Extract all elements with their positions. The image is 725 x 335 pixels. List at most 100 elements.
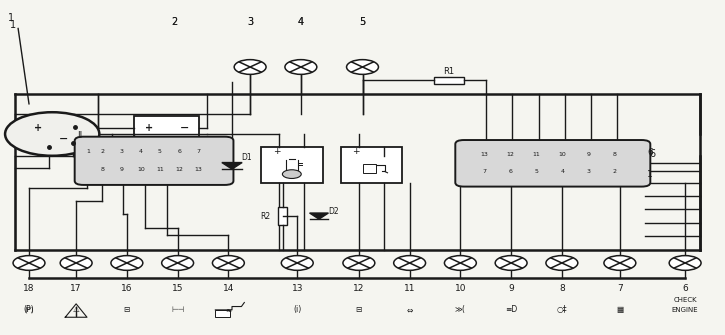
Text: 13: 13 bbox=[480, 151, 488, 156]
Circle shape bbox=[212, 256, 244, 270]
Bar bbox=[190, 144, 207, 158]
Bar bbox=[473, 147, 496, 161]
Circle shape bbox=[604, 256, 636, 270]
Text: 13: 13 bbox=[291, 284, 303, 292]
FancyBboxPatch shape bbox=[455, 140, 650, 187]
Text: 8: 8 bbox=[101, 167, 104, 172]
Circle shape bbox=[13, 256, 45, 270]
Bar bbox=[94, 162, 111, 177]
Text: 13: 13 bbox=[194, 167, 202, 172]
Bar bbox=[551, 165, 574, 179]
Text: ▦: ▦ bbox=[616, 306, 624, 314]
Bar bbox=[603, 165, 626, 179]
Text: ⚠: ⚠ bbox=[72, 306, 80, 314]
Circle shape bbox=[282, 170, 302, 179]
Text: 6: 6 bbox=[647, 148, 653, 157]
Text: 4: 4 bbox=[298, 17, 304, 27]
Bar bbox=[261, 147, 323, 183]
Text: ≡D: ≡D bbox=[505, 306, 517, 314]
Text: 1: 1 bbox=[86, 149, 91, 154]
Text: 9: 9 bbox=[587, 151, 591, 156]
Text: 11: 11 bbox=[404, 284, 415, 292]
Text: R1: R1 bbox=[443, 67, 455, 75]
Bar bbox=[215, 310, 230, 317]
Text: 9: 9 bbox=[508, 284, 514, 292]
Text: +: + bbox=[33, 123, 42, 133]
Bar bbox=[190, 162, 207, 177]
Text: 5: 5 bbox=[360, 17, 365, 27]
Text: (P): (P) bbox=[24, 306, 34, 314]
Text: 7: 7 bbox=[482, 169, 486, 174]
Text: 2: 2 bbox=[171, 17, 177, 27]
Bar bbox=[278, 207, 287, 225]
Bar bbox=[473, 165, 496, 179]
Bar bbox=[170, 144, 188, 158]
Bar bbox=[525, 147, 548, 161]
Text: 1: 1 bbox=[647, 171, 653, 179]
Bar bbox=[152, 162, 168, 177]
Text: 2: 2 bbox=[613, 169, 617, 174]
Circle shape bbox=[281, 256, 313, 270]
Circle shape bbox=[444, 256, 476, 270]
Circle shape bbox=[546, 256, 578, 270]
Bar bbox=[133, 162, 149, 177]
Text: 3: 3 bbox=[587, 169, 591, 174]
Circle shape bbox=[669, 256, 701, 270]
Text: R2: R2 bbox=[260, 212, 270, 220]
Circle shape bbox=[162, 256, 194, 270]
FancyBboxPatch shape bbox=[75, 137, 233, 185]
Text: ≈: ≈ bbox=[225, 306, 231, 314]
Text: 12: 12 bbox=[175, 167, 183, 172]
Text: 5: 5 bbox=[534, 169, 539, 174]
Text: ⊟: ⊟ bbox=[356, 306, 362, 314]
Polygon shape bbox=[222, 162, 242, 169]
Text: D1: D1 bbox=[241, 153, 252, 162]
Text: −: − bbox=[181, 123, 189, 133]
Text: 3: 3 bbox=[120, 149, 124, 154]
Circle shape bbox=[234, 60, 266, 74]
Text: 2: 2 bbox=[101, 149, 104, 154]
Text: 5: 5 bbox=[360, 17, 365, 27]
Text: 6: 6 bbox=[682, 284, 688, 292]
Text: 5: 5 bbox=[158, 149, 162, 154]
Text: 3: 3 bbox=[247, 17, 253, 27]
Text: (P): (P) bbox=[24, 307, 34, 313]
Circle shape bbox=[394, 256, 426, 270]
Bar bbox=[499, 165, 522, 179]
Text: ○‡: ○‡ bbox=[557, 306, 567, 314]
Bar bbox=[113, 144, 130, 158]
Circle shape bbox=[5, 112, 99, 156]
Text: ⇔: ⇔ bbox=[407, 306, 413, 314]
Text: ⊢⊣: ⊢⊣ bbox=[171, 306, 184, 314]
Bar bbox=[551, 147, 574, 161]
Text: 6: 6 bbox=[650, 149, 655, 159]
Bar bbox=[577, 165, 600, 179]
Bar bbox=[525, 165, 548, 179]
Bar bbox=[113, 162, 130, 177]
Circle shape bbox=[285, 60, 317, 74]
Text: D2: D2 bbox=[328, 207, 339, 215]
Text: 10: 10 bbox=[137, 167, 145, 172]
Text: 11: 11 bbox=[533, 151, 540, 156]
Text: 4: 4 bbox=[298, 17, 304, 27]
Text: +: + bbox=[144, 123, 153, 133]
Bar bbox=[94, 144, 111, 158]
Circle shape bbox=[343, 256, 375, 270]
Text: 2: 2 bbox=[171, 17, 177, 27]
Circle shape bbox=[495, 256, 527, 270]
Text: 6: 6 bbox=[508, 169, 513, 174]
Text: 7: 7 bbox=[617, 284, 623, 292]
Text: 9: 9 bbox=[120, 167, 124, 172]
Text: 6: 6 bbox=[177, 149, 181, 154]
Text: 18: 18 bbox=[23, 284, 35, 292]
Text: ENGINE: ENGINE bbox=[672, 307, 698, 313]
Bar bbox=[170, 162, 188, 177]
Text: 12: 12 bbox=[353, 284, 365, 292]
Text: 1: 1 bbox=[10, 20, 16, 30]
Bar bbox=[341, 147, 402, 183]
Text: +: + bbox=[273, 147, 280, 156]
Text: 14: 14 bbox=[223, 284, 234, 292]
Bar bbox=[152, 144, 168, 158]
Text: 4: 4 bbox=[560, 169, 565, 174]
Text: 11: 11 bbox=[156, 167, 164, 172]
